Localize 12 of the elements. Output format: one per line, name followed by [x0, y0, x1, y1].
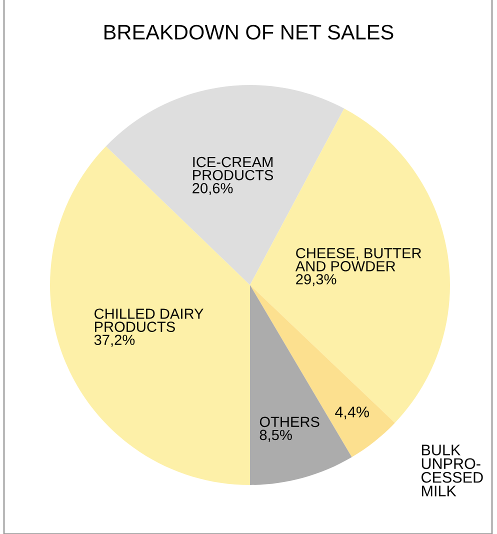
- data-label: 37,2%: [94, 334, 135, 347]
- slice-label: CHILLED DAIRY PRODUCTS: [94, 308, 204, 332]
- slice-label: BULK UNPRO- CESSED MILK: [422, 444, 483, 496]
- data-label: 4,4%: [335, 406, 370, 420]
- pie-slice: [250, 285, 395, 458]
- data-label: 20,6%: [192, 183, 233, 196]
- slice-label: CHEESE, BUTTER AND POWDER: [295, 248, 422, 272]
- data-label: 29,3%: [296, 274, 336, 286]
- data-label: 8,5%: [260, 430, 292, 442]
- slice-label: OTHERS: [260, 416, 320, 428]
- chart-title: BREAKDOWN OF NET SALES: [104, 24, 394, 40]
- slice-label: ICE-CREAM PRODUCTS: [193, 156, 274, 180]
